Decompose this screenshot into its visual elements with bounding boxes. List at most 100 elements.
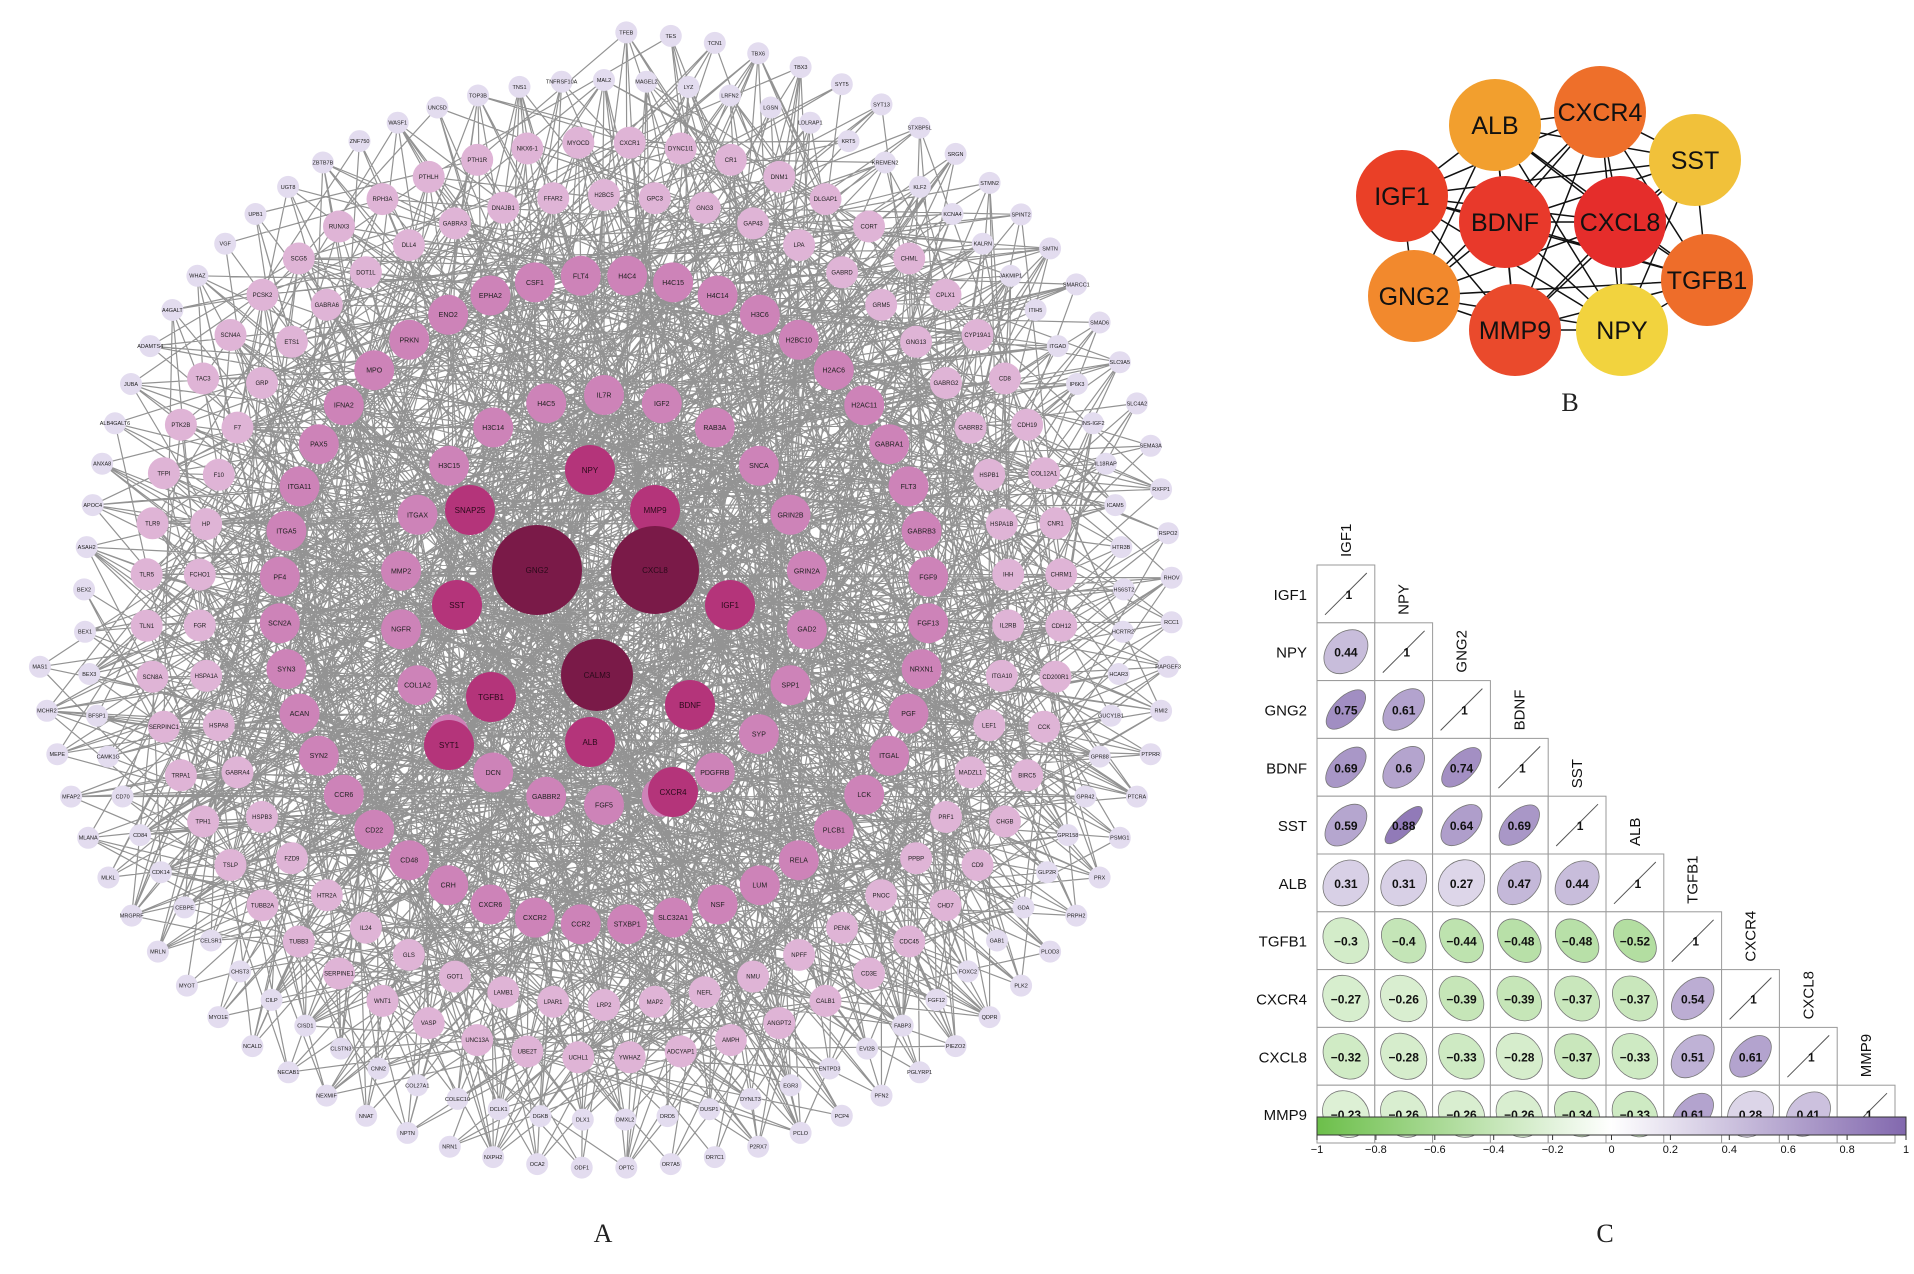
network-node-cxcr1: CXCR1 xyxy=(613,126,646,159)
network-node-label: SLC32A1 xyxy=(658,915,688,922)
correlation-ellipse xyxy=(1322,974,1370,1023)
network-node-pcsk2: PCSK2 xyxy=(246,278,279,311)
hub-node-cxcl8: CXCL8 xyxy=(1574,176,1666,268)
network-node-label: IFNA2 xyxy=(334,403,354,410)
network-node-circle xyxy=(826,911,859,944)
network-node-label: STXBP5L xyxy=(908,126,932,132)
network-node-spp1: SPP1 xyxy=(770,665,811,706)
network-node-circle xyxy=(91,452,114,475)
network-node-circle xyxy=(424,720,474,770)
network-node-snap25: SNAP25 xyxy=(445,485,495,535)
network-node-juba: JUBA xyxy=(120,373,142,395)
network-node-egr3: EGR3 xyxy=(779,1074,802,1097)
network-node-circle xyxy=(266,510,307,551)
network-node-circle xyxy=(461,1024,494,1057)
network-node-cxcr4: CXCR4 xyxy=(648,767,698,817)
correlation-ellipse xyxy=(1611,1033,1659,1080)
diagonal-mark xyxy=(1729,977,1772,1020)
network-node-label: MAL2 xyxy=(597,78,611,84)
network-node-label: DYNC1I1 xyxy=(668,147,694,153)
network-node-circle xyxy=(714,143,747,176)
network-node-birc5: BIRC5 xyxy=(1011,759,1044,792)
correlation-value: −0.4 xyxy=(1392,935,1416,949)
network-node-circle xyxy=(60,785,83,808)
network-node-circle xyxy=(664,132,697,165)
network-node-circle xyxy=(973,458,1006,491)
correlation-ellipse xyxy=(1322,859,1370,907)
network-node-label: UNC13A xyxy=(465,1038,489,1044)
heatmap-column-label: SST xyxy=(1569,759,1586,788)
network-node-label: TGFB1 xyxy=(478,693,504,702)
network-node-label: PCSK2 xyxy=(253,293,273,299)
correlation-value: −0.33 xyxy=(1446,1050,1477,1064)
hub-node-label: SST xyxy=(1671,147,1720,175)
network-node-label: COLEC10 xyxy=(445,1097,470,1103)
network-node-circle xyxy=(129,824,152,847)
network-node-label: H3C14 xyxy=(482,425,504,432)
network-node-cdh12: CDH12 xyxy=(1045,609,1078,642)
heatmap-cell-border xyxy=(1432,795,1491,855)
network-node-label: GPR158 xyxy=(1057,833,1078,839)
network-node-label: H4C15 xyxy=(662,280,684,287)
network-node-nexmif: NEXMIF xyxy=(315,1084,338,1107)
network-node-label: MFAP2 xyxy=(62,795,80,801)
hub-node-label: NPY xyxy=(1596,317,1648,345)
network-node-qdpr: QDPR xyxy=(978,1006,1001,1029)
network-node-label: MYOCD xyxy=(567,141,590,147)
network-node-tac3: TAC3 xyxy=(187,362,220,395)
correlation-ellipse xyxy=(1437,859,1486,907)
network-node-or7c1: OR7C1 xyxy=(703,1146,726,1169)
network-node-label: JUBA xyxy=(124,382,138,388)
network-node-label: GOT1 xyxy=(447,975,464,981)
network-node-label: ICAM5 xyxy=(1107,503,1124,509)
network-node-circle xyxy=(202,709,235,742)
network-node-gabra4: GABRA4 xyxy=(221,756,254,789)
network-node-stxbp5l: STXBP5L xyxy=(908,116,932,139)
diagonal-mark xyxy=(1498,746,1541,789)
network-node-circle xyxy=(688,191,721,224)
network-node-htr2a: HTR2A xyxy=(310,879,343,912)
network-node-label: CPLX1 xyxy=(936,293,956,299)
heatmap-cell-alb-alb: 1 xyxy=(1605,853,1665,913)
network-node-label: CISD1 xyxy=(297,1024,313,1030)
network-node-label: CR1 xyxy=(725,158,738,164)
network-node-gng3: GNG3 xyxy=(688,191,721,224)
network-node-tcn1: TCN1 xyxy=(703,31,726,54)
network-node-label: TCN1 xyxy=(708,41,722,47)
network-node-rxfp1: RXFP1 xyxy=(1150,478,1173,501)
network-node-foxc2: FOXC2 xyxy=(956,960,979,983)
network-node-rspo2: RSPO2 xyxy=(1157,522,1180,545)
network-node-circle xyxy=(1088,311,1111,334)
heatmap-cell-tgfb1-sst: −0.48 xyxy=(1547,911,1607,971)
network-node-dnajb1: DNAJB1 xyxy=(487,191,520,224)
network-node-cxcr2: CXCR2 xyxy=(514,897,555,938)
network-node-hspa1a: HSPA1A xyxy=(190,659,223,692)
network-node-circle xyxy=(944,1035,967,1058)
network-node-npy: NPY xyxy=(565,445,615,495)
diagonal-mark xyxy=(1324,572,1368,616)
panel-label-b: B xyxy=(1561,388,1578,417)
network-node-tln1: TLN1 xyxy=(130,609,163,642)
network-node-cd22: CD22 xyxy=(354,809,395,850)
network-node-gabbr2: GABBR2 xyxy=(526,776,567,817)
network-node-asah2: ASAH2 xyxy=(75,536,98,559)
network-node-circle xyxy=(1150,699,1173,722)
network-node-ihh: IHH xyxy=(992,558,1025,591)
network-node-label: ENTPD3 xyxy=(819,1066,841,1072)
network-node-label: P2RX7 xyxy=(749,1145,766,1151)
network-node-label: DNM1 xyxy=(771,175,789,181)
network-node-stmn2: STMN2 xyxy=(978,171,1001,194)
network-node-label: RAPGEF3 xyxy=(1155,665,1181,671)
network-node-top3b: TOP3B xyxy=(467,84,489,107)
correlation-ellipse xyxy=(1612,975,1658,1022)
network-node-chst3: CHST3 xyxy=(229,960,252,983)
network-node-tnfrsf10a: TNFRSF10A xyxy=(546,70,578,93)
network-node-circle xyxy=(1065,904,1088,927)
network-node-pgf: PGF xyxy=(888,693,929,734)
network-node-gabrd: GABRD xyxy=(826,256,859,289)
network-node-p2rx7: P2RX7 xyxy=(747,1135,770,1158)
network-node-fgf9: FGF9 xyxy=(908,556,949,597)
network-node-upb1: UPB1 xyxy=(244,203,267,225)
heatmap-cell-bdnf-gng2: 0.74 xyxy=(1432,737,1491,797)
colorbar-tick-label: 0.2 xyxy=(1663,1144,1678,1156)
